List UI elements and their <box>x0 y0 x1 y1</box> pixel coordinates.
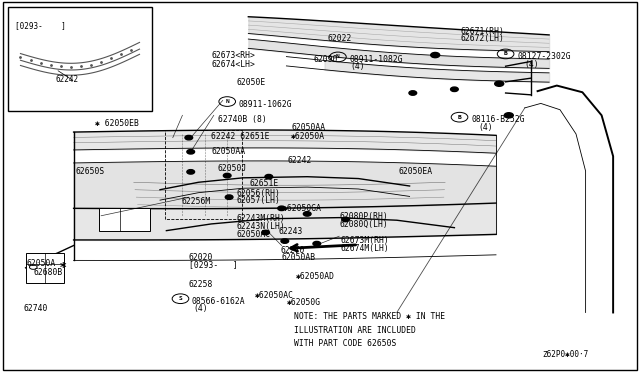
Text: 62050E: 62050E <box>237 78 266 87</box>
Text: B: B <box>458 115 461 120</box>
Circle shape <box>225 195 233 199</box>
Text: (4): (4) <box>525 60 540 68</box>
Text: 62050J: 62050J <box>218 164 247 173</box>
Text: 62270: 62270 <box>280 246 305 254</box>
Bar <box>99 208 150 231</box>
Circle shape <box>223 173 231 178</box>
Text: 62050AA: 62050AA <box>211 147 245 156</box>
Text: 62242: 62242 <box>288 156 312 165</box>
Text: 62056(RH): 62056(RH) <box>237 189 281 198</box>
Circle shape <box>451 87 458 92</box>
Text: 62651E: 62651E <box>250 179 279 187</box>
Text: (4): (4) <box>193 304 208 313</box>
Text: ✱62050AC: ✱62050AC <box>255 291 294 300</box>
Text: 62671(RH): 62671(RH) <box>461 27 505 36</box>
Text: 62050EA: 62050EA <box>398 167 432 176</box>
Text: *: * <box>60 261 66 273</box>
Circle shape <box>262 230 269 235</box>
Text: 62020: 62020 <box>189 253 213 262</box>
Bar <box>8 7 152 111</box>
Text: [0293-   ]: [0293- ] <box>189 260 237 269</box>
Text: 62242: 62242 <box>56 75 79 84</box>
Text: [0293-    ]: [0293- ] <box>15 22 66 31</box>
Circle shape <box>313 241 321 246</box>
Circle shape <box>187 150 195 154</box>
Text: ✱62050A: ✱62050A <box>291 132 325 141</box>
Text: ✱ 62050EB: ✱ 62050EB <box>95 119 139 128</box>
Text: ✱62050G: ✱62050G <box>287 298 321 307</box>
Circle shape <box>409 91 417 95</box>
Text: 62673<RH>: 62673<RH> <box>211 51 255 60</box>
Text: 62080P(RH): 62080P(RH) <box>339 212 388 221</box>
Circle shape <box>495 81 504 86</box>
Circle shape <box>303 212 311 216</box>
Text: 62740: 62740 <box>24 304 48 313</box>
Text: N: N <box>336 54 340 60</box>
Circle shape <box>281 239 289 243</box>
Text: 62674<LH>: 62674<LH> <box>211 60 255 69</box>
Bar <box>165 130 242 219</box>
Text: 08127-2302G: 08127-2302G <box>517 52 571 61</box>
Text: 62050AC: 62050AC <box>237 230 271 239</box>
Text: S: S <box>179 296 182 301</box>
Circle shape <box>431 52 440 58</box>
Circle shape <box>504 113 513 118</box>
Text: 62243: 62243 <box>278 227 303 236</box>
Text: 62673M(RH): 62673M(RH) <box>340 236 389 245</box>
Text: 62050AB: 62050AB <box>282 253 316 262</box>
Bar <box>26 253 64 283</box>
Text: NOTE: THE PARTS MARKED ✱ IN THE
ILLUSTRATION ARE INCLUDED
WITH PART CODE 62650S: NOTE: THE PARTS MARKED ✱ IN THE ILLUSTRA… <box>294 312 445 348</box>
Text: 62080Q(LH): 62080Q(LH) <box>339 219 388 228</box>
Text: (4): (4) <box>479 123 493 132</box>
Text: 62243M(RH): 62243M(RH) <box>237 214 285 223</box>
Text: 62050A: 62050A <box>27 259 56 267</box>
Text: 62050AA: 62050AA <box>291 123 325 132</box>
Text: (4): (4) <box>351 62 365 71</box>
Text: 08116-B252G: 08116-B252G <box>471 115 525 124</box>
Text: N: N <box>225 99 229 104</box>
Text: 62243N(LH): 62243N(LH) <box>237 222 285 231</box>
Text: 62057(LH): 62057(LH) <box>237 196 281 205</box>
Text: 08911-1082G: 08911-1082G <box>349 55 403 64</box>
Text: Ζ62P0✱00·7: Ζ62P0✱00·7 <box>543 350 589 359</box>
Text: 62022: 62022 <box>328 34 352 43</box>
Circle shape <box>342 217 349 222</box>
Text: 62258: 62258 <box>189 280 213 289</box>
Text: 62672(LH): 62672(LH) <box>461 34 505 43</box>
Circle shape <box>187 170 195 174</box>
Text: 62680B: 62680B <box>34 268 63 277</box>
Text: B: B <box>504 51 508 57</box>
Text: 62256M: 62256M <box>181 197 211 206</box>
Text: 62674M(LH): 62674M(LH) <box>340 244 389 253</box>
Text: 62740B (8): 62740B (8) <box>218 115 266 124</box>
Text: 62242 62651E: 62242 62651E <box>211 132 269 141</box>
Text: 08566-6162A: 08566-6162A <box>192 297 246 306</box>
Circle shape <box>278 206 285 211</box>
Text: ✱62050AD: ✱62050AD <box>296 272 335 280</box>
Text: 62650S: 62650S <box>76 167 105 176</box>
Circle shape <box>265 174 273 179</box>
Text: 62090: 62090 <box>314 55 338 64</box>
Text: 08911-1062G: 08911-1062G <box>239 100 292 109</box>
Text: ✱62050GA: ✱62050GA <box>283 204 322 213</box>
Circle shape <box>185 135 193 140</box>
